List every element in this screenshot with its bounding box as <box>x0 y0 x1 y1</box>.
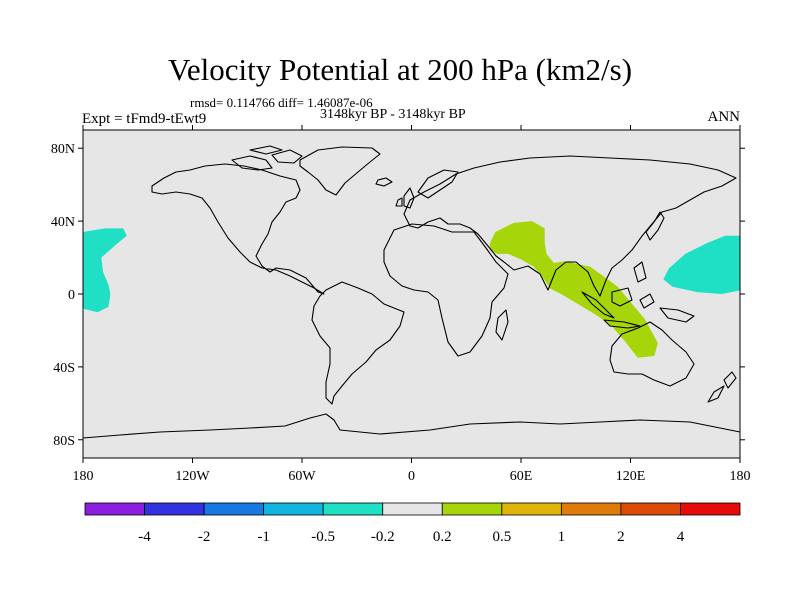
coast-eurasia <box>403 155 737 297</box>
colorbar-swatch <box>501 502 562 516</box>
coast-iceland <box>375 177 393 187</box>
colorbar-label: -2 <box>198 529 211 545</box>
coast-indonesia <box>581 261 695 329</box>
coast-arctic-islands <box>231 145 303 171</box>
experiment-label: Expt = tFmd9-tEwt9 <box>82 111 207 127</box>
anomaly-west-pacific-negative <box>663 235 740 294</box>
colorbar-label: 2 <box>617 529 625 545</box>
anomaly-shading <box>83 221 740 358</box>
colorbar: -4 -2 -1 -0.5 -0.2 0.2 0.5 1 2 4 <box>84 502 741 545</box>
x-tick-label: 0 <box>408 469 415 484</box>
anomaly-east-pacific-negative <box>83 228 127 313</box>
coast-north-america <box>151 163 325 295</box>
colorbar-swatch <box>144 502 205 516</box>
colorbar-swatch <box>382 502 443 516</box>
coastlines <box>82 145 741 439</box>
coast-british-isles <box>395 187 415 209</box>
period-label: 3148kyr BP - 3148kyr BP <box>320 107 466 122</box>
colorbar-swatch <box>203 502 265 516</box>
axis-ticks: 180 120W 60W 0 60E 120E 180 80N 40N 0 40S 80S <box>51 125 751 484</box>
colorbar-label: 4 <box>677 529 685 545</box>
x-tick-label: 180 <box>730 469 751 484</box>
x-tick-label: 120E <box>616 469 646 484</box>
colorbar-label: -0.5 <box>311 529 335 545</box>
coast-scandinavia <box>417 169 459 199</box>
colorbar-label: 0.5 <box>492 529 511 545</box>
coast-madagascar <box>495 309 509 341</box>
colorbar-swatch <box>560 502 622 516</box>
y-tick-label: 80S <box>53 434 75 449</box>
colorbar-swatch <box>680 502 741 516</box>
colorbar-swatch <box>441 502 503 516</box>
colorbar-swatch <box>322 502 384 516</box>
coast-south-america <box>311 281 405 405</box>
x-tick-label: 60E <box>510 469 533 484</box>
coast-antarctica <box>82 413 741 439</box>
y-tick-label: 80N <box>51 142 75 157</box>
colorbar-swatch <box>263 502 324 516</box>
x-tick-label: 180 <box>73 469 94 484</box>
y-tick-label: 40N <box>51 215 75 230</box>
coast-australia <box>609 321 695 387</box>
colorbar-swatch <box>84 502 145 516</box>
coast-new-zealand <box>707 371 737 403</box>
map-panel: 180 120W 60W 0 60E 120E 180 80N 40N 0 40S 80S <box>51 125 751 484</box>
season-label: ANN <box>707 109 741 125</box>
colorbar-swatch <box>620 502 681 516</box>
y-tick-label: 0 <box>68 288 75 303</box>
colorbar-label: -1 <box>257 529 270 545</box>
colorbar-label: -4 <box>138 529 151 545</box>
colorbar-label: -0.2 <box>371 529 395 545</box>
colorbar-label: 1 <box>558 529 566 545</box>
x-tick-label: 60W <box>288 469 316 484</box>
stats-label: rmsd= 0.114766 diff= 1.46087e-06 <box>190 95 373 110</box>
coast-japan <box>645 211 665 241</box>
anomaly-indian-ocean-positive <box>490 221 658 358</box>
x-tick-label: 120W <box>175 469 210 484</box>
plot-title: Velocity Potential at 200 hPa (km2/s) <box>167 52 633 87</box>
y-tick-label: 40S <box>53 361 75 376</box>
coast-africa <box>383 223 509 357</box>
colorbar-label: 0.2 <box>433 529 452 545</box>
map-background <box>83 130 740 458</box>
coast-greenland <box>299 146 381 196</box>
